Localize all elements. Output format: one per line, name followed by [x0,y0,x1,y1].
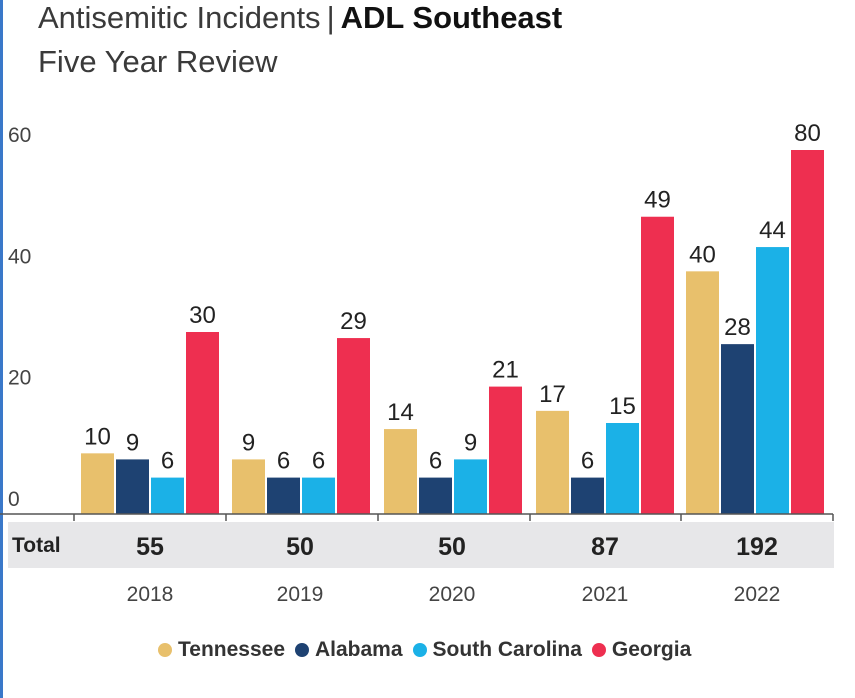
bar [489,386,522,514]
data-label: 6 [161,448,174,475]
data-label: 10 [84,423,111,450]
data-label: 14 [387,399,414,426]
x-tick-label: 2020 [429,583,476,606]
bar [641,216,674,514]
data-label: 80 [794,120,821,147]
bar [571,477,604,514]
legend-label: South Carolina [432,638,582,661]
data-label: 30 [189,302,216,329]
data-label: 28 [724,314,751,341]
bar [116,459,149,514]
title-separator: | [326,0,335,35]
bar [186,332,219,514]
data-label: 17 [539,381,566,408]
data-label: 9 [464,429,477,456]
total-value: 192 [736,533,778,561]
x-tick-label: 2021 [582,583,629,606]
bar [337,338,370,514]
x-tick-label: 2018 [127,583,174,606]
data-label: 6 [277,448,290,475]
data-label: 9 [242,429,255,456]
data-label: 6 [429,448,442,475]
y-tick-label: 0 [8,488,20,511]
legend-swatch [295,643,309,657]
bar [756,247,789,515]
bar [151,477,184,514]
title-main: Antisemitic Incidents [38,0,321,35]
chart-title: Antisemitic Incidents | ADL Southeast [38,0,562,36]
bar [721,344,754,514]
data-label: 21 [492,357,519,384]
legend-label: Georgia [611,638,692,661]
totals-label: Total [12,534,61,557]
bar [384,429,417,514]
left-edge-border [0,0,3,698]
y-tick-label: 40 [8,245,31,268]
data-label: 6 [581,448,594,475]
legend-item: Georgia [591,638,692,662]
bar [267,477,300,514]
x-tick-label: 2022 [734,583,781,606]
y-tick-label: 20 [8,367,31,390]
bar [232,459,265,514]
legend-label: Alabama [315,638,403,661]
legend-item: South Carolina [412,638,582,662]
total-value: 87 [591,533,619,561]
legend-item: Tennessee [158,638,285,662]
data-label: 49 [644,187,671,214]
legend-label: Tennessee [178,638,285,661]
bar [536,410,569,514]
data-label: 15 [609,393,636,420]
data-label: 6 [312,448,325,475]
bar [791,150,824,514]
bar [606,423,639,514]
bar [419,477,452,514]
data-label: 44 [759,217,786,244]
chart-subtitle: Five Year Review [38,44,278,79]
bar [81,453,114,514]
total-value: 50 [438,533,466,561]
y-tick-label: 60 [8,124,31,147]
data-label: 40 [689,241,716,268]
data-label: 9 [126,429,139,456]
data-label: 29 [340,308,367,335]
legend: Tennessee Alabama South Carolina Georgia [158,638,701,662]
total-value: 55 [136,533,164,561]
legend-swatch [158,643,172,657]
legend-swatch [591,643,606,657]
bar [454,459,487,514]
x-tick-label: 2019 [277,583,324,606]
bar [302,477,335,514]
legend-swatch [412,643,427,657]
title-bold: ADL Southeast [340,0,563,35]
bar [686,271,719,514]
legend-item: Alabama [295,638,403,662]
total-value: 50 [286,533,314,561]
totals-band [8,522,834,568]
